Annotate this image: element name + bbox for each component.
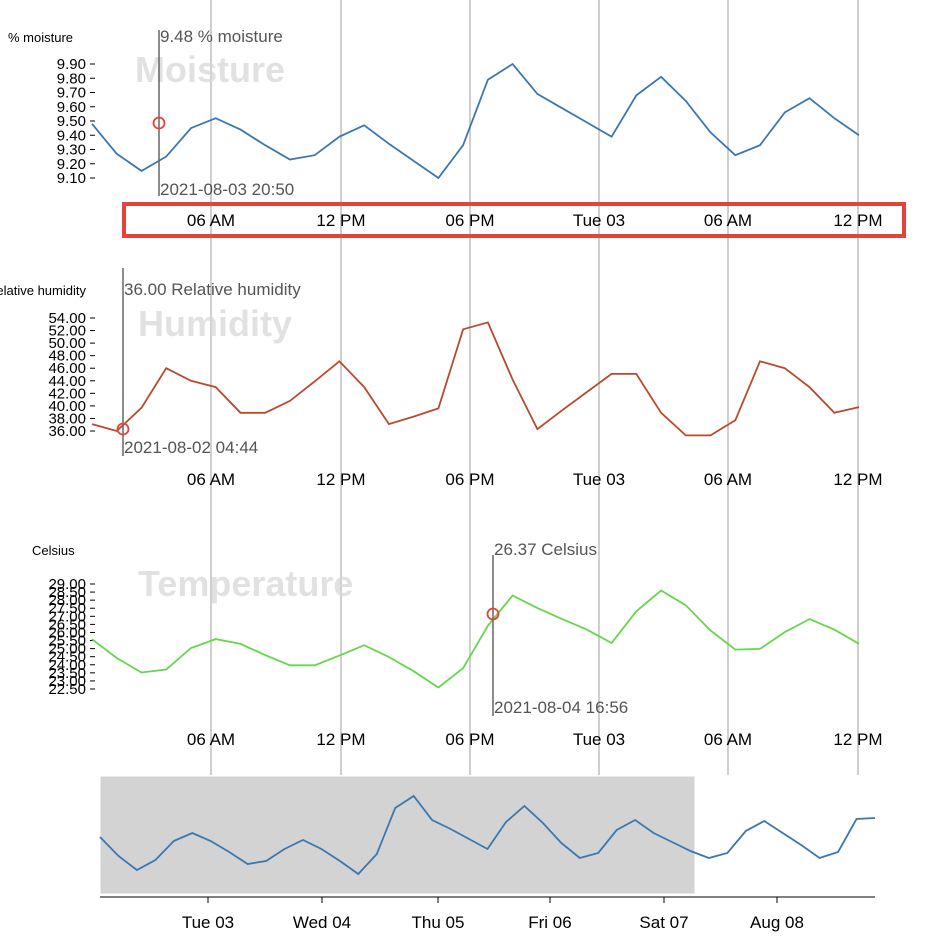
temperature-chart[interactable]: Temperature Celsius 29.0028.5028.0027.50… [32, 540, 883, 749]
humidity-series-line [91, 321, 860, 437]
overview-series-line [99, 794, 876, 876]
temperature-tooltip-value: 26.37 Celsius [494, 540, 597, 559]
humidity-y-tick-label-3: 48.00 [48, 348, 86, 365]
temperature-tooltip-time: 2021-08-04 16:56 [494, 698, 628, 717]
temperature-y-axis: 29.0028.5028.0027.5027.0026.5026.0025.50… [48, 576, 95, 698]
temperature-y-tick-label-4: 27.00 [48, 608, 86, 625]
humidity-y-axis: 54.0052.0050.0048.0046.0044.0042.0040.00… [48, 310, 95, 440]
humidity-y-tick-label-2: 50.00 [48, 335, 86, 352]
temperature-x-tick-label-3: Tue 03 [573, 730, 625, 749]
humidity-x-tick-label-4: 06 AM [704, 470, 752, 489]
humidity-tooltip-time: 2021-08-02 04:44 [124, 438, 258, 457]
overview-chart[interactable]: Tue 03 Wed 04 Thu 05 Fri 06 Sat 07 Aug 08 [99, 775, 876, 932]
temperature-x-tick-label-4: 06 AM [704, 730, 752, 749]
temperature-x-tick-label-0: 06 AM [187, 730, 235, 749]
moisture-x-tick-label-1: 12 PM [316, 211, 365, 230]
temperature-x-tick-label-2: 06 PM [445, 730, 494, 749]
temperature-y-tick-label-2: 28.00 [48, 592, 86, 609]
overview-tick-label-3: Fri 06 [528, 913, 571, 932]
temperature-y-tick-label-9: 24.50 [48, 649, 86, 666]
temperature-x-tick-label-5: 12 PM [833, 730, 882, 749]
moisture-y-axis: 9.909.809.709.609.509.409.309.209.10 [57, 56, 95, 187]
moisture-y-tick-label-7: 9.20 [57, 156, 86, 173]
moisture-x-tick-label-3: Tue 03 [573, 211, 625, 230]
temperature-y-tick-label-7: 25.50 [48, 633, 86, 650]
humidity-x-tick-label-2: 06 PM [445, 470, 494, 489]
moisture-y-tick-label-0: 9.90 [57, 56, 86, 73]
temperature-y-tick-label-11: 23.50 [48, 665, 86, 682]
humidity-chart-title: Humidity [138, 303, 292, 344]
moisture-y-tick-label-2: 9.70 [57, 85, 86, 102]
humidity-x-tick-label-1: 12 PM [316, 470, 365, 489]
overview-tick-label-2: Thu 05 [412, 913, 465, 932]
temperature-x-tick-label-1: 12 PM [316, 730, 365, 749]
temperature-chart-title: Temperature [138, 563, 353, 604]
humidity-y-tick-label-8: 38.00 [48, 410, 86, 427]
moisture-hover-marker [152, 116, 166, 130]
moisture-x-axis: 06 AM 12 PM 06 PM Tue 03 06 AM 12 PM [187, 211, 883, 230]
moisture-x-tick-label-5: 12 PM [833, 211, 882, 230]
humidity-y-tick-label-7: 40.00 [48, 398, 86, 415]
humidity-x-axis: 06 AM 12 PM 06 PM Tue 03 06 AM 12 PM [187, 470, 883, 489]
moisture-chart[interactable]: Moisture % moisture 9.909.809.709.609.50… [8, 27, 906, 238]
moisture-y-tick-label-6: 9.30 [57, 142, 86, 159]
humidity-y-tick-label-9: 36.00 [48, 423, 86, 440]
overview-tick-label-0: Tue 03 [182, 913, 234, 932]
humidity-y-tick-label-6: 42.00 [48, 385, 86, 402]
humidity-chart[interactable]: Humidity Relative humidity 54.0052.0050.… [0, 268, 883, 489]
moisture-x-tick-label-0: 06 AM [187, 211, 235, 230]
temperature-y-tick-label-10: 24.00 [48, 657, 86, 674]
moisture-tooltip-time: 2021-08-03 20:50 [160, 180, 294, 199]
temperature-hover-marker [486, 607, 500, 621]
temperature-y-tick-label-6: 26.00 [48, 624, 86, 641]
overview-x-axis: Tue 03 Wed 04 Thu 05 Fri 06 Sat 07 Aug 08 [182, 897, 804, 932]
moisture-y-tick-label-1: 9.80 [57, 70, 86, 87]
moisture-y-tick-label-3: 9.60 [57, 99, 86, 116]
humidity-y-tick-label-4: 46.00 [48, 360, 86, 377]
humidity-hover-marker [116, 422, 130, 436]
moisture-y-tick-label-8: 9.10 [57, 170, 86, 187]
temperature-y-tick-label-0: 29.00 [48, 576, 86, 593]
temperature-x-axis: 06 AM 12 PM 06 PM Tue 03 06 AM 12 PM [187, 730, 883, 749]
humidity-x-tick-label-3: Tue 03 [573, 470, 625, 489]
humidity-x-tick-label-5: 12 PM [833, 470, 882, 489]
humidity-unit-label: Relative humidity [0, 283, 86, 298]
humidity-y-tick-label-0: 54.00 [48, 310, 86, 327]
brush-selection[interactable] [99, 775, 696, 895]
overview-tick-label-5: Aug 08 [750, 913, 804, 932]
humidity-y-tick-label-5: 44.00 [48, 373, 86, 390]
temperature-y-tick-label-3: 27.50 [48, 600, 86, 617]
humidity-tooltip-value: 36.00 Relative humidity [124, 280, 301, 299]
humidity-y-tick-label-1: 52.00 [48, 323, 86, 340]
overview-tick-label-4: Sat 07 [639, 913, 688, 932]
temperature-y-tick-label-12: 23.00 [48, 673, 86, 690]
x-axis-highlight-box [122, 202, 906, 238]
moisture-x-tick-label-4: 06 AM [704, 211, 752, 230]
temperature-y-tick-label-13: 22.50 [48, 681, 86, 698]
temperature-y-tick-label-8: 25.00 [48, 641, 86, 658]
humidity-x-tick-label-0: 06 AM [187, 470, 235, 489]
moisture-chart-title: Moisture [135, 49, 285, 90]
moisture-tooltip-value: 9.48 % moisture [160, 27, 283, 46]
temperature-unit-label: Celsius [32, 543, 75, 558]
temperature-y-tick-label-1: 28.50 [48, 584, 86, 601]
moisture-y-tick-label-4: 9.50 [57, 113, 86, 130]
temperature-series-line [91, 589, 860, 689]
moisture-unit-label: % moisture [8, 30, 73, 45]
moisture-y-tick-label-5: 9.40 [57, 127, 86, 144]
moisture-x-tick-label-2: 06 PM [445, 211, 494, 230]
moisture-series-line [91, 62, 860, 180]
temperature-y-tick-label-5: 26.50 [48, 616, 86, 633]
overview-tick-label-1: Wed 04 [293, 913, 351, 932]
